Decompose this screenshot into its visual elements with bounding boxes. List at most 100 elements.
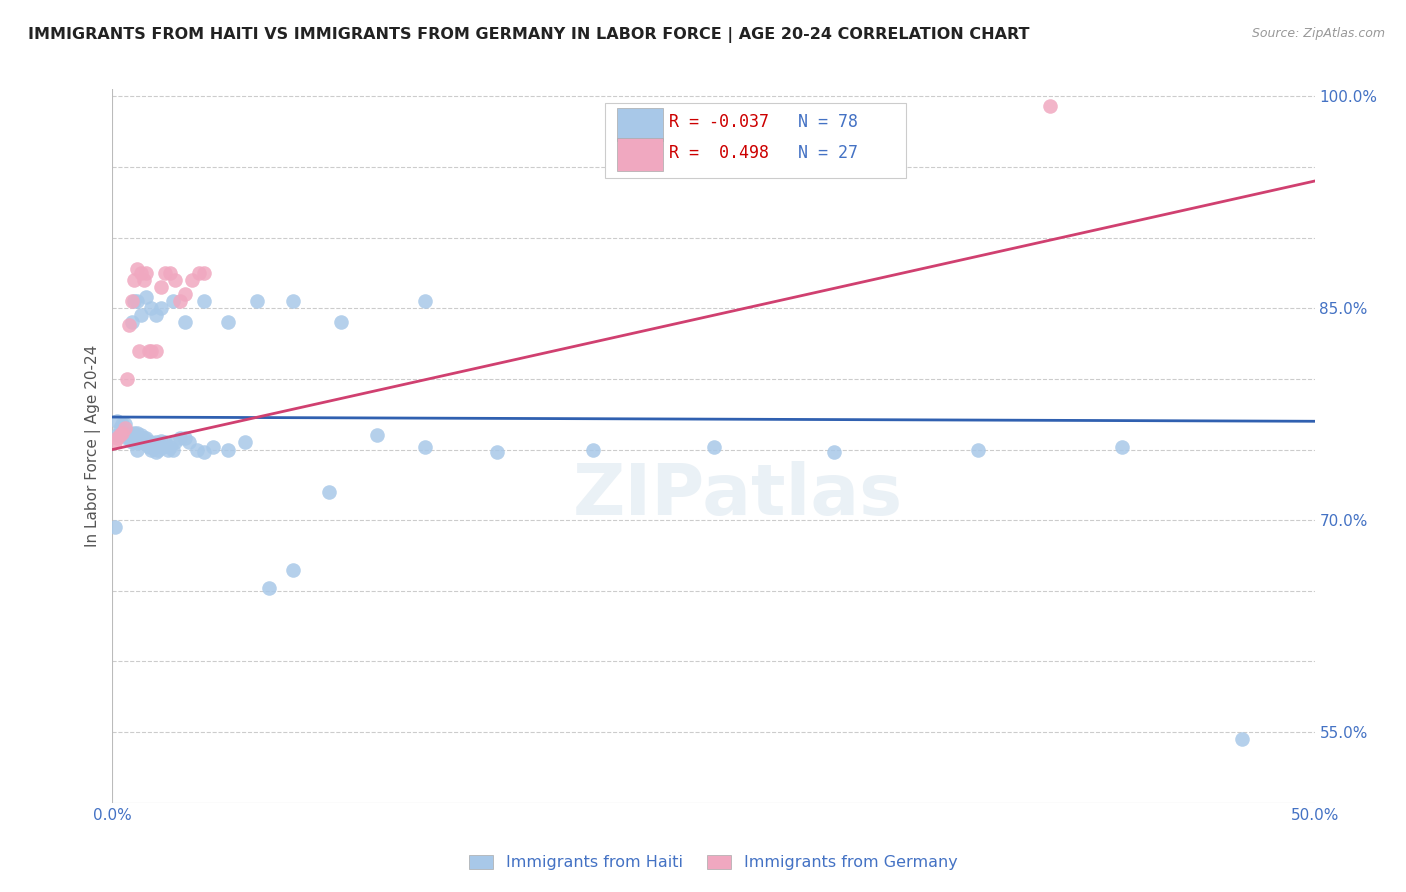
Point: [108, 421, 131, 435]
Point: [281, 294, 304, 309]
Point: [125, 425, 148, 440]
Point: [155, 266, 177, 280]
Point: [169, 431, 191, 445]
Point: [121, 315, 143, 329]
Point: [246, 294, 269, 309]
Point: [702, 440, 725, 454]
Point: [155, 435, 177, 450]
Point: [135, 431, 157, 445]
Point: [159, 266, 181, 280]
Point: [1039, 99, 1062, 113]
Point: [135, 435, 157, 450]
Point: [105, 414, 128, 428]
Point: [122, 435, 145, 450]
Point: [169, 294, 191, 309]
Point: [162, 294, 184, 309]
Point: [138, 435, 160, 450]
Point: [128, 343, 150, 358]
Point: [122, 273, 145, 287]
Point: [122, 294, 145, 309]
Point: [193, 445, 215, 459]
Text: R = -0.037: R = -0.037: [669, 113, 769, 131]
Point: [179, 435, 201, 450]
Point: [132, 273, 155, 287]
Point: [105, 428, 128, 442]
Point: [132, 431, 155, 445]
Point: [114, 417, 136, 431]
Point: [135, 290, 157, 304]
Point: [114, 428, 136, 442]
Point: [139, 435, 162, 450]
Legend: Immigrants from Haiti, Immigrants from Germany: Immigrants from Haiti, Immigrants from G…: [463, 848, 965, 877]
Point: [162, 442, 184, 457]
Point: [139, 301, 162, 316]
Point: [413, 440, 436, 454]
Point: [131, 428, 153, 442]
Point: [163, 435, 186, 450]
Point: [139, 343, 162, 358]
Point: [125, 435, 148, 450]
Point: [149, 280, 172, 294]
Y-axis label: In Labor Force | Age 20-24: In Labor Force | Age 20-24: [86, 345, 101, 547]
Point: [156, 442, 179, 457]
Point: [173, 287, 195, 301]
Point: [128, 431, 150, 445]
Point: [118, 431, 141, 445]
Point: [125, 261, 148, 276]
Point: [217, 315, 239, 329]
Point: [108, 428, 131, 442]
Point: [138, 440, 160, 454]
Point: [186, 442, 208, 457]
Point: [1232, 732, 1254, 747]
Point: [413, 294, 436, 309]
Point: [111, 425, 134, 440]
Text: R =  0.498: R = 0.498: [669, 145, 769, 162]
Point: [115, 372, 138, 386]
Text: IMMIGRANTS FROM HAITI VS IMMIGRANTS FROM GERMANY IN LABOR FORCE | AGE 20-24 CORR: IMMIGRANTS FROM HAITI VS IMMIGRANTS FROM…: [28, 27, 1029, 43]
Point: [125, 294, 148, 309]
Point: [582, 442, 605, 457]
Point: [146, 442, 169, 457]
Point: [149, 301, 172, 316]
Point: [257, 581, 280, 595]
Point: [193, 294, 215, 309]
Text: N = 78: N = 78: [797, 113, 858, 131]
Point: [111, 417, 134, 431]
Point: [131, 266, 153, 280]
Point: [131, 308, 153, 322]
Point: [145, 435, 167, 450]
Point: [125, 442, 148, 457]
Point: [105, 431, 128, 445]
Point: [122, 425, 145, 440]
FancyBboxPatch shape: [606, 103, 905, 178]
Point: [149, 434, 172, 448]
Point: [233, 435, 256, 450]
Point: [138, 343, 160, 358]
Point: [115, 431, 138, 445]
Point: [131, 435, 153, 450]
Point: [139, 442, 162, 457]
Point: [152, 440, 174, 454]
Point: [486, 445, 509, 459]
Text: N = 27: N = 27: [797, 145, 858, 162]
Point: [329, 315, 352, 329]
Point: [823, 445, 845, 459]
Point: [145, 308, 167, 322]
Point: [115, 425, 138, 440]
Point: [163, 273, 186, 287]
Point: [366, 428, 388, 442]
Point: [145, 343, 167, 358]
Text: Source: ZipAtlas.com: Source: ZipAtlas.com: [1251, 27, 1385, 40]
Point: [104, 520, 127, 534]
Text: ZIPatlas: ZIPatlas: [572, 461, 903, 531]
Point: [142, 440, 165, 454]
Point: [180, 273, 202, 287]
Point: [118, 318, 141, 333]
Point: [281, 563, 304, 577]
Point: [145, 445, 167, 459]
Point: [202, 440, 225, 454]
Point: [173, 315, 195, 329]
Point: [104, 435, 127, 450]
Point: [159, 440, 181, 454]
Point: [193, 266, 215, 280]
